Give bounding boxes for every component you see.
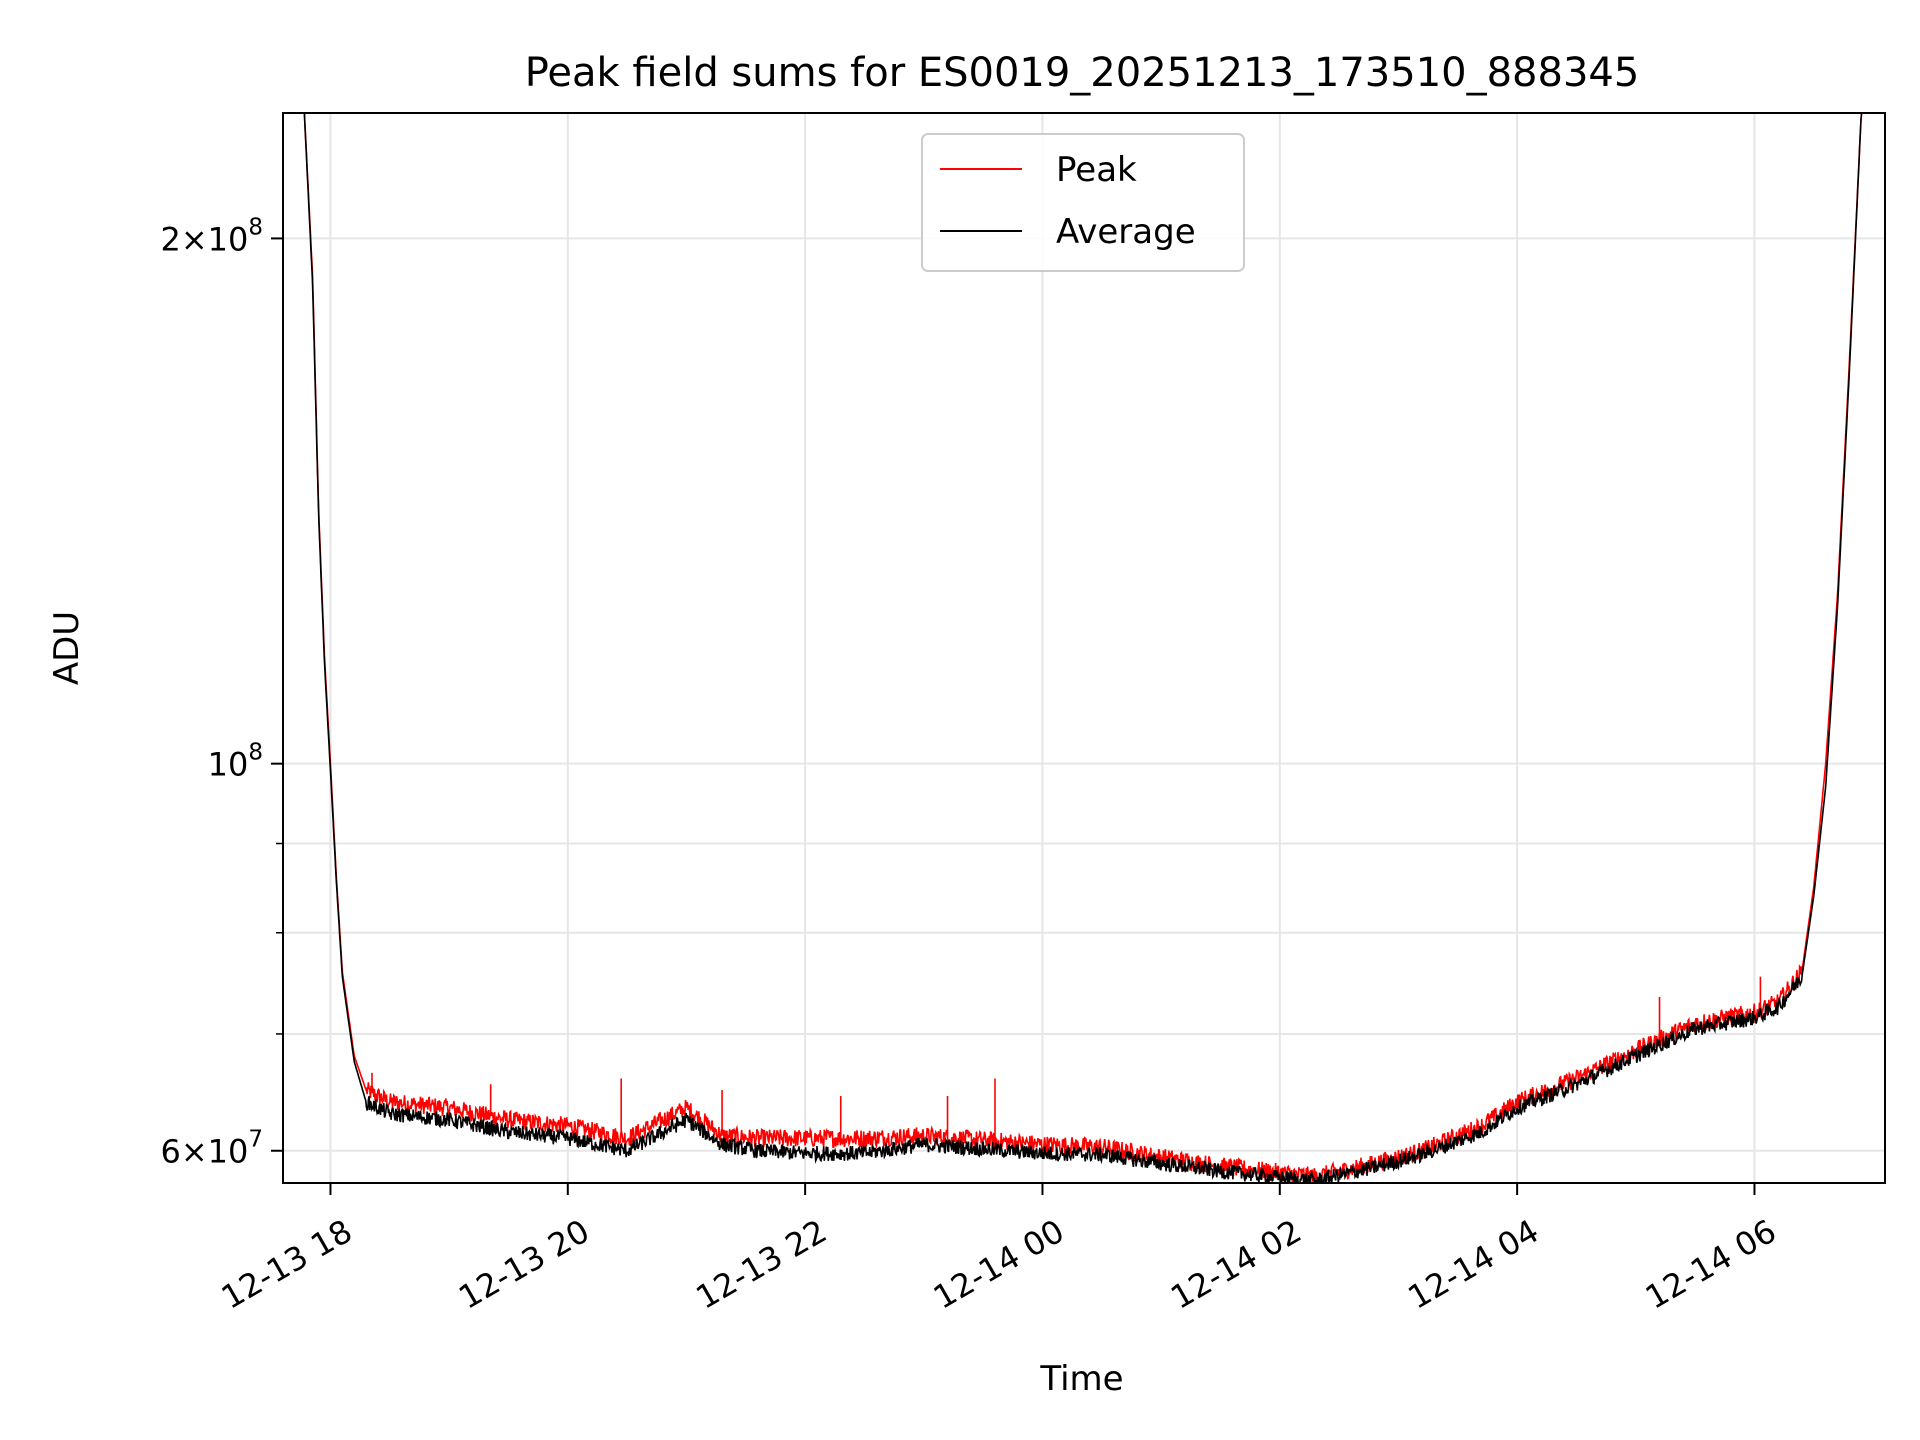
x-axis-label: Time xyxy=(1039,1359,1123,1399)
y-axis-ticks: 6×107 108 2×108 xyxy=(160,214,283,1171)
y-tick-label: 108 xyxy=(208,740,263,784)
plot-series xyxy=(283,113,1885,1183)
y-tick-label: 2×108 xyxy=(160,214,263,258)
chart-title: Peak field sums for ES0019_20251213_1735… xyxy=(525,50,1640,96)
series-line-average xyxy=(283,113,1885,1183)
y-axis-label: ADU xyxy=(47,611,87,685)
plot-area-frame xyxy=(282,112,1886,1184)
legend-average-label: Average xyxy=(1056,212,1196,252)
legend-peak-label: Peak xyxy=(1056,150,1137,190)
series-line-peak xyxy=(283,113,1885,1183)
y-tick-label: 6×107 xyxy=(160,1127,263,1171)
legend[interactable]: Peak Average xyxy=(921,133,1245,272)
